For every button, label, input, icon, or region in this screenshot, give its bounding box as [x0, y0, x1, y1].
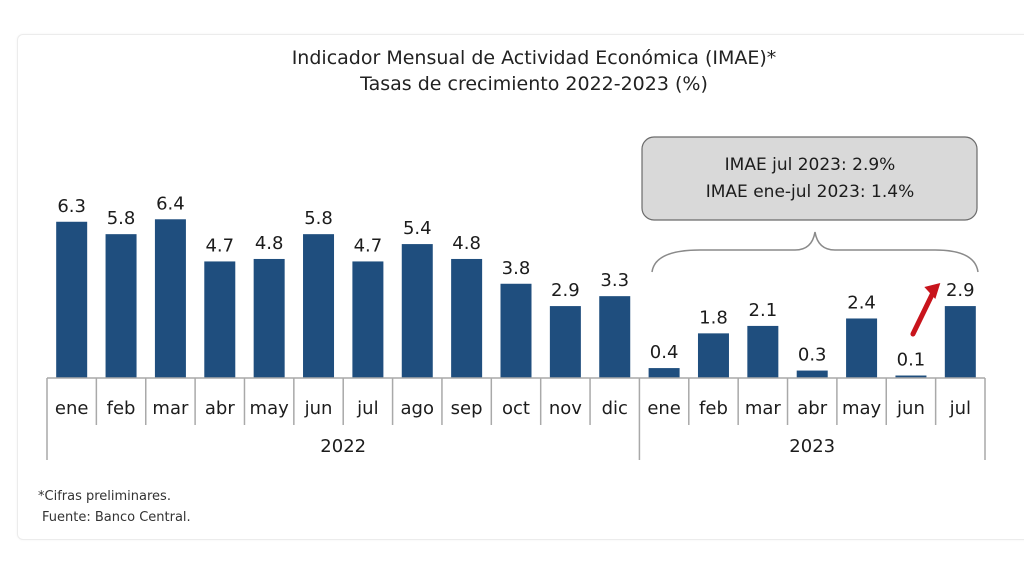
category-label: nov [549, 398, 582, 419]
bar-jul-18 [944, 306, 976, 378]
category-label: abr [797, 398, 827, 419]
category-label: ene [55, 398, 89, 419]
category-label: jul [356, 398, 378, 419]
category-label: mar [745, 398, 782, 419]
category-label: ago [401, 398, 434, 419]
category-label: jun [304, 398, 333, 419]
bar-ene-0 [56, 221, 88, 378]
value-label: 4.8 [452, 233, 481, 254]
trend-arrow-shaft [910, 287, 937, 337]
bar-may-4 [253, 258, 285, 378]
bar-dic-11 [599, 296, 631, 378]
value-label: 2.1 [749, 300, 778, 321]
bars-group [56, 219, 976, 378]
chart-title: Indicador Mensual de Actividad Económica… [292, 47, 777, 69]
category-label: may [250, 398, 290, 419]
bar-ago-7 [401, 244, 433, 378]
bar-mar-14 [747, 325, 779, 378]
bar-oct-9 [500, 283, 532, 378]
value-label: 5.8 [304, 208, 333, 229]
footnote-preliminary: *Cifras preliminares. [38, 489, 171, 504]
bar-abr-15 [796, 370, 828, 378]
trend-arrow-head [924, 283, 941, 299]
category-label: abr [205, 398, 235, 419]
callout-line-2: IMAE ene-jul 2023: 1.4% [706, 182, 915, 202]
value-label: 5.8 [107, 208, 136, 229]
category-label: may [842, 398, 882, 419]
value-label: 0.4 [650, 342, 679, 363]
category-label: mar [152, 398, 189, 419]
bar-feb-1 [105, 234, 137, 378]
callout-box [641, 136, 978, 221]
bar-jun-17 [895, 375, 927, 378]
value-label: 2.9 [551, 280, 580, 301]
bar-jul-6 [352, 261, 384, 378]
value-label: 2.9 [946, 280, 975, 301]
footnote-source: Fuente: Banco Central. [42, 510, 191, 525]
year-brace [651, 231, 979, 273]
value-labels-group: 6.3 5.8 6.4 4.7 4.8 5.8 4.7 5.4 4.8 3.8 2.9 3.3 0.4 1… [57, 193, 974, 370]
value-label: 5.4 [403, 218, 432, 239]
category-label: sep [451, 398, 483, 419]
value-label: 3.8 [502, 258, 531, 279]
value-label: 1.8 [699, 307, 728, 328]
bar-abr-3 [204, 261, 236, 378]
year-label: 2022 [320, 436, 366, 457]
value-label: 2.4 [847, 292, 876, 313]
callout: IMAE jul 2023: 2.9% IMAE ene-jul 2023: 1… [641, 136, 979, 273]
value-label: 0.3 [798, 345, 827, 366]
value-label: 3.3 [600, 270, 629, 291]
trend-arrow-group [910, 283, 941, 337]
category-label: feb [107, 398, 136, 419]
x-axis: ene feb mar abr may jun jul ago sep oct nov dic ene f… [46, 377, 986, 460]
value-label: 4.7 [354, 235, 383, 256]
bar-may-16 [846, 318, 878, 378]
bar-sep-8 [451, 258, 483, 378]
chart-subtitle: Tasas de crecimiento 2022-2023 (%) [359, 73, 708, 95]
category-label: feb [699, 398, 728, 419]
bar-jun-5 [303, 234, 335, 378]
category-label: ene [647, 398, 681, 419]
value-label: 6.3 [57, 196, 86, 217]
category-label: jun [896, 398, 925, 419]
value-label: 6.4 [156, 193, 185, 214]
year-label: 2023 [789, 436, 835, 457]
value-label: 0.1 [897, 350, 926, 371]
category-label: dic [602, 398, 628, 419]
bar-mar-2 [154, 219, 186, 378]
callout-line-1: IMAE jul 2023: 2.9% [725, 155, 896, 175]
bar-feb-13 [697, 333, 729, 378]
category-label: jul [949, 398, 971, 419]
category-label: oct [502, 398, 530, 419]
bar-nov-10 [549, 306, 581, 378]
value-label: 4.7 [205, 235, 234, 256]
bar-ene-12 [648, 368, 680, 378]
value-label: 4.8 [255, 233, 284, 254]
